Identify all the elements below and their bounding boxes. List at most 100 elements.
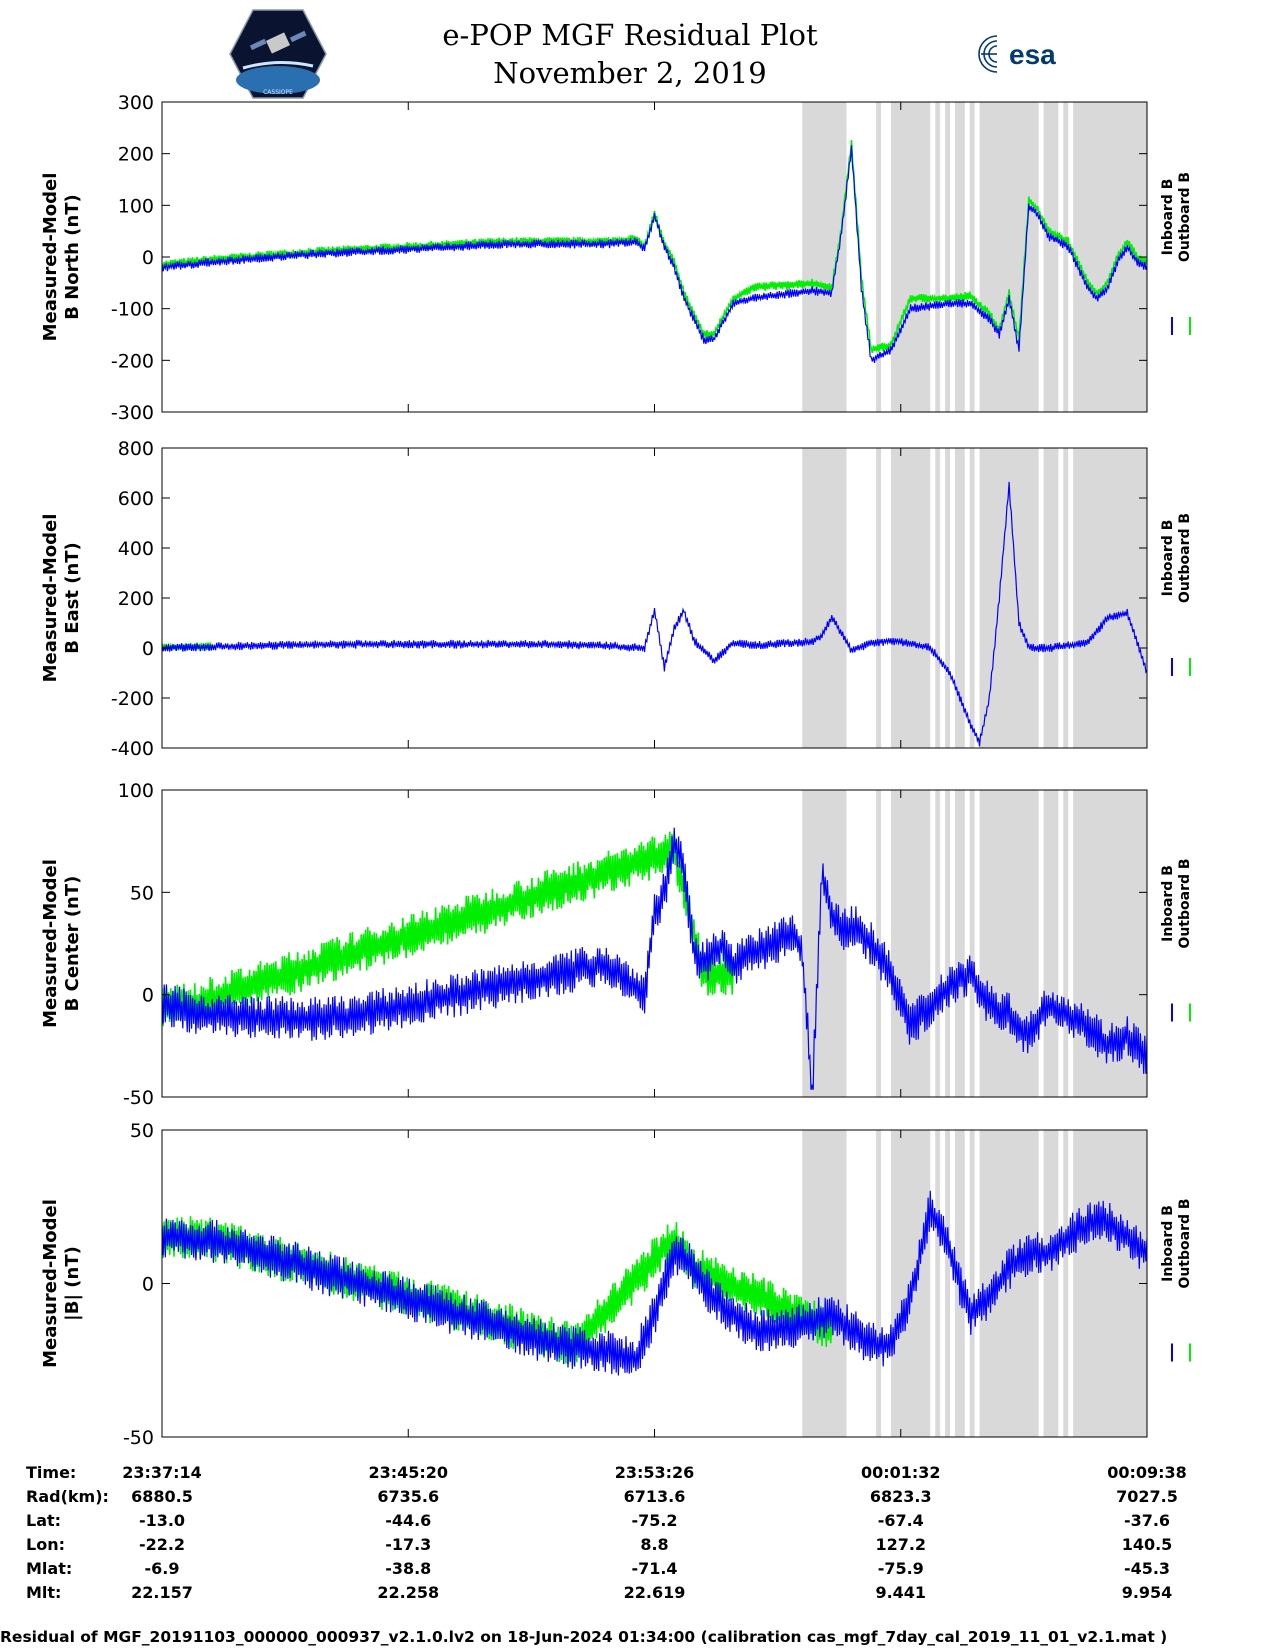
- panel-3: 100 50 0 -50 Measured-Model B Center (nT) Inbo…: [40, 780, 1193, 1109]
- y-axis-label: B Center (nT): [62, 876, 83, 1012]
- y-tick-label: 200: [118, 588, 154, 610]
- y-axis-label: Measured-Model: [40, 173, 61, 342]
- legend-label-inboard: Inboard B: [1160, 865, 1176, 942]
- legend-label-inboard: Inboard B: [1160, 179, 1176, 256]
- info-cell: 00:09:38: [1107, 1463, 1187, 1482]
- info-cell: -45.3: [1124, 1559, 1170, 1578]
- shade-band: [1073, 790, 1147, 1097]
- panel-1: 300 200 100 0 -100 -200 -300 Measured-Model B No…: [40, 92, 1193, 424]
- info-row-label: Mlat:: [26, 1559, 72, 1578]
- info-cell: 7027.5: [1116, 1487, 1178, 1506]
- series-line-inboard: [162, 481, 1147, 747]
- footer-caption: Residual of MGF_20191103_000000_000937_v…: [0, 1628, 1168, 1646]
- y-tick-label: 0: [142, 985, 154, 1007]
- info-cell: -6.9: [145, 1559, 180, 1578]
- y-tick-label: -50: [123, 1427, 154, 1449]
- info-cell: 127.2: [875, 1535, 926, 1554]
- info-row-label: Time:: [26, 1463, 76, 1482]
- info-cell: 8.8: [640, 1535, 668, 1554]
- shade-band: [876, 448, 882, 748]
- title-block: e-POP MGF Residual Plot November 2, 2019: [400, 16, 860, 92]
- y-axis-label: B East (nT): [62, 542, 83, 654]
- y-tick-label: -100: [111, 299, 154, 321]
- shade-band: [802, 448, 847, 748]
- info-cell: 23:53:26: [615, 1463, 695, 1482]
- info-cell: -75.2: [631, 1511, 677, 1530]
- y-axis-label: |B| (nT): [62, 1246, 83, 1321]
- shade-band: [935, 790, 941, 1097]
- shade-band: [979, 102, 1039, 412]
- shade-band: [935, 102, 941, 412]
- series-line-outboard: [162, 139, 1147, 354]
- info-cell: 140.5: [1122, 1535, 1173, 1554]
- y-tick-label: -400: [111, 738, 154, 760]
- info-row-label: Rad(km):: [26, 1487, 109, 1506]
- info-row-label: Lat:: [26, 1511, 61, 1530]
- series-line-inboard: [162, 1190, 1147, 1376]
- legend-label-outboard: Outboard B: [1177, 172, 1193, 262]
- shade-band: [945, 790, 950, 1097]
- shade-band: [802, 790, 847, 1097]
- shade-band: [1063, 448, 1069, 748]
- info-cell: -44.6: [385, 1511, 431, 1530]
- y-tick-label: 200: [118, 144, 154, 166]
- legend-label-outboard: Outboard B: [1177, 858, 1193, 948]
- legend-label-outboard: Outboard B: [1177, 1198, 1193, 1288]
- panel-2: 800 600 400 200 0 -200 -400 Measured-Model B Eas…: [40, 438, 1193, 760]
- shade-band: [945, 448, 950, 748]
- shade-band: [935, 448, 941, 748]
- shade-band: [1073, 448, 1147, 748]
- info-cell: -22.2: [139, 1535, 185, 1554]
- shade-band: [945, 1130, 950, 1437]
- shade-band: [1073, 1130, 1147, 1437]
- y-axis-label: Measured-Model: [40, 514, 61, 683]
- y-tick-label: 400: [118, 538, 154, 560]
- esa-logo: esa: [978, 35, 1056, 73]
- y-tick-label: 0: [142, 1274, 154, 1296]
- chart-title: e-POP MGF Residual Plot: [442, 18, 818, 52]
- info-cell: 23:37:14: [122, 1463, 202, 1482]
- y-tick-label: 50: [130, 1120, 154, 1142]
- shade-band: [1063, 102, 1069, 412]
- y-tick-label: 300: [118, 92, 154, 114]
- info-cell: 22.619: [624, 1583, 686, 1602]
- info-cell: 9.954: [1122, 1583, 1173, 1602]
- info-cell: 6823.3: [870, 1487, 932, 1506]
- shade-band: [876, 102, 882, 412]
- shade-band: [876, 1130, 882, 1437]
- legend-label-inboard: Inboard B: [1160, 520, 1176, 597]
- shade-band: [969, 448, 975, 748]
- info-cell: 6735.6: [377, 1487, 439, 1506]
- shade-band: [876, 790, 882, 1097]
- series-line-inboard: [162, 827, 1147, 1091]
- shade-band: [1043, 790, 1059, 1097]
- shade-band: [1063, 790, 1069, 1097]
- y-tick-label: 100: [118, 195, 154, 217]
- legend-label-outboard: Outboard B: [1177, 513, 1193, 603]
- y-tick-label: -200: [111, 350, 154, 372]
- y-axis-label: B North (nT): [62, 194, 83, 320]
- shade-band: [969, 102, 975, 412]
- info-cell: -67.4: [878, 1511, 924, 1530]
- chart-subtitle: November 2, 2019: [493, 56, 767, 90]
- shade-band: [954, 102, 965, 412]
- info-cell: -17.3: [385, 1535, 431, 1554]
- shade-band: [890, 102, 931, 412]
- info-cell: 23:45:20: [368, 1463, 448, 1482]
- info-cell: -75.9: [878, 1559, 924, 1578]
- y-tick-label: -50: [123, 1087, 154, 1109]
- shade-band: [890, 790, 931, 1097]
- series-line-inboard: [162, 145, 1147, 364]
- shade-band: [890, 448, 931, 748]
- shade-band: [945, 102, 950, 412]
- info-row-label: Lon:: [26, 1535, 65, 1554]
- shade-band: [954, 790, 965, 1097]
- logo-esa-text: esa: [1009, 39, 1056, 70]
- cassiope-logo: CASSIOPE: [229, 9, 327, 99]
- shade-band: [1043, 1130, 1059, 1437]
- shade-band: [802, 1130, 847, 1437]
- info-cell: -38.8: [385, 1559, 431, 1578]
- info-cell: 6880.5: [131, 1487, 193, 1506]
- y-tick-label: -300: [111, 402, 154, 424]
